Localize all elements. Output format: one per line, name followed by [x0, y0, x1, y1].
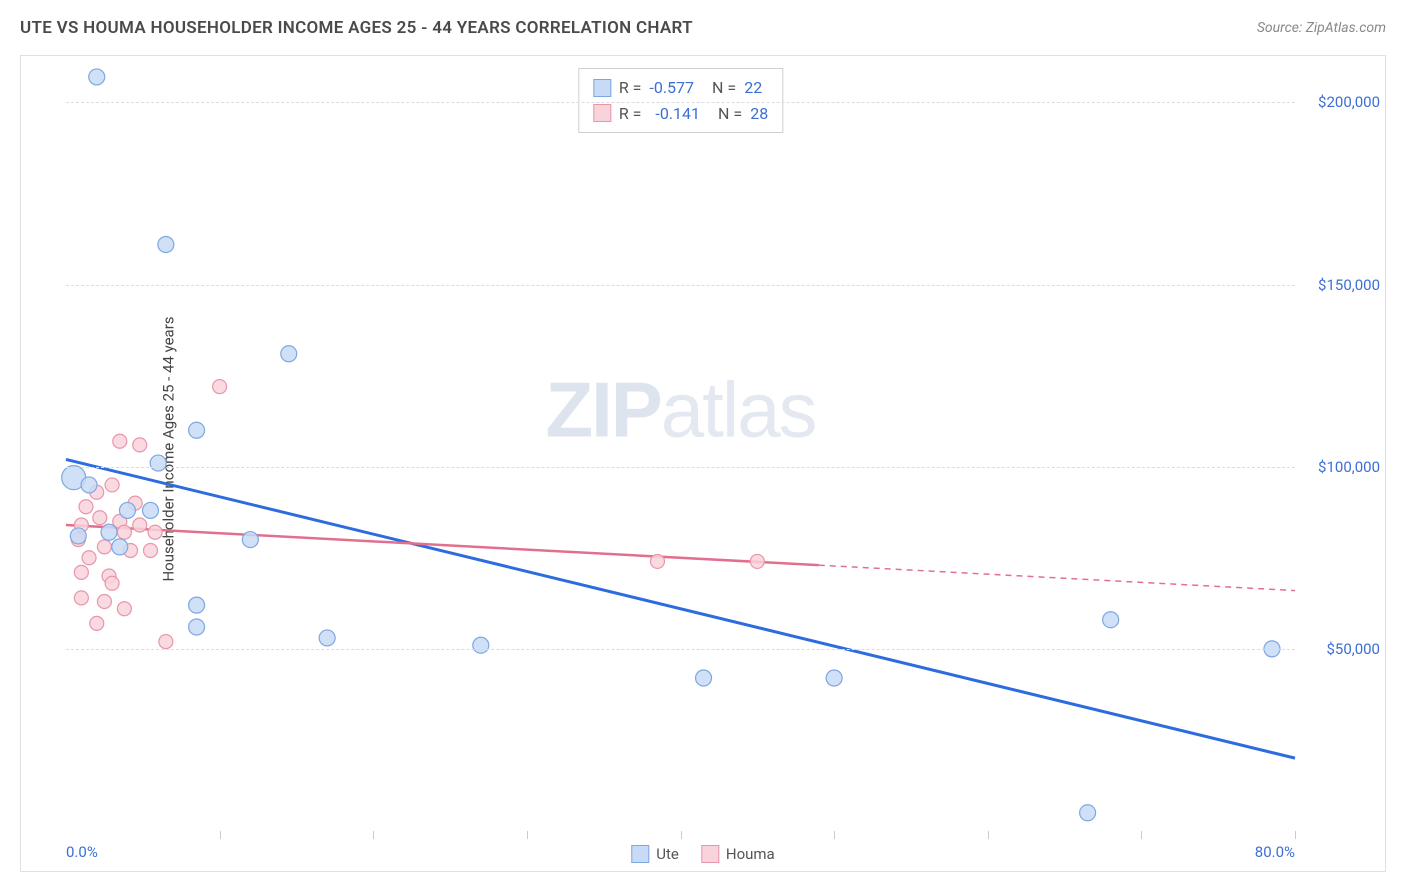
- houma-point: [117, 602, 131, 616]
- x-axis-max-label: 80.0%: [1255, 843, 1295, 861]
- ute-swatch-bottom: [631, 845, 649, 863]
- x-tick: [527, 831, 528, 839]
- y-tick-label: $50,000: [1326, 640, 1380, 658]
- ute-point: [189, 619, 205, 635]
- houma-point: [82, 551, 96, 565]
- houma-point: [105, 478, 119, 492]
- houma-trendline: [66, 525, 819, 565]
- x-tick: [373, 831, 374, 839]
- houma-point: [113, 434, 127, 448]
- x-tick: [1141, 831, 1142, 839]
- x-axis-min-label: 0.0%: [66, 843, 98, 861]
- houma-point: [159, 635, 173, 649]
- y-tick-label: $200,000: [1318, 93, 1380, 111]
- houma-point: [79, 500, 93, 514]
- legend-r-label: R =: [619, 75, 642, 101]
- houma-point: [133, 438, 147, 452]
- gridline: [66, 285, 1295, 286]
- ute-r-value: -0.577: [649, 75, 694, 101]
- x-tick: [681, 831, 682, 839]
- houma-trendline-dashed: [819, 565, 1295, 590]
- y-tick-label: $150,000: [1318, 276, 1380, 294]
- houma-r-value: -0.141: [655, 101, 700, 127]
- x-tick: [834, 831, 835, 839]
- houma-point: [750, 554, 764, 568]
- plot-svg: [66, 66, 1295, 831]
- ute-point: [242, 532, 258, 548]
- houma-point: [105, 576, 119, 590]
- houma-point: [213, 380, 227, 394]
- gridline: [66, 649, 1295, 650]
- legend-r-label-2: R =: [619, 101, 642, 127]
- houma-point: [97, 595, 111, 609]
- houma-series-name: Houma: [726, 845, 775, 863]
- ute-point: [319, 630, 335, 646]
- ute-point: [81, 477, 97, 493]
- ute-point: [189, 422, 205, 438]
- plot-area: Householder Income Ages 25 - 44 years ZI…: [66, 66, 1295, 831]
- houma-point: [74, 565, 88, 579]
- y-tick-label: $100,000: [1318, 458, 1380, 476]
- houma-point: [93, 511, 107, 525]
- ute-swatch: [593, 79, 611, 97]
- houma-point: [97, 540, 111, 554]
- houma-point: [148, 525, 162, 539]
- gridline: [66, 102, 1295, 103]
- legend-item-ute: Ute: [631, 845, 679, 863]
- ute-point: [1080, 805, 1096, 821]
- correlation-legend: R = -0.577 N = 22 R = -0.141 N = 28: [578, 68, 783, 133]
- source-attribution: Source: ZipAtlas.com: [1257, 20, 1386, 36]
- ute-point: [158, 237, 174, 253]
- ute-point: [101, 524, 117, 540]
- houma-swatch-bottom: [701, 845, 719, 863]
- ute-point: [473, 637, 489, 653]
- ute-point: [142, 502, 158, 518]
- houma-point: [650, 554, 664, 568]
- ute-point: [189, 597, 205, 613]
- legend-n-label-2: N =: [718, 101, 742, 127]
- series-legend: Ute Houma: [631, 845, 774, 863]
- ute-point: [826, 670, 842, 686]
- x-tick: [220, 831, 221, 839]
- ute-point: [696, 670, 712, 686]
- houma-point: [90, 616, 104, 630]
- houma-point: [143, 544, 157, 558]
- ute-point: [150, 455, 166, 471]
- gridline: [66, 467, 1295, 468]
- legend-row-ute: R = -0.577 N = 22: [593, 75, 768, 101]
- legend-row-houma: R = -0.141 N = 28: [593, 101, 768, 127]
- ute-point: [89, 69, 105, 85]
- houma-point: [133, 518, 147, 532]
- ute-point: [70, 528, 86, 544]
- x-tick: [988, 831, 989, 839]
- chart-title: UTE VS HOUMA HOUSEHOLDER INCOME AGES 25 …: [20, 18, 693, 38]
- ute-point: [119, 502, 135, 518]
- ute-n-value: 22: [744, 75, 762, 101]
- ute-trendline: [66, 459, 1295, 758]
- ute-series-name: Ute: [656, 845, 679, 863]
- legend-n-label: N =: [712, 75, 736, 101]
- ute-point: [1103, 612, 1119, 628]
- x-tick: [1295, 831, 1296, 839]
- chart-frame: Householder Income Ages 25 - 44 years ZI…: [20, 55, 1386, 872]
- legend-item-houma: Houma: [701, 845, 775, 863]
- ute-point: [112, 539, 128, 555]
- houma-n-value: 28: [750, 101, 768, 127]
- houma-point: [74, 591, 88, 605]
- ute-point: [281, 346, 297, 362]
- houma-point: [117, 525, 131, 539]
- houma-swatch: [593, 104, 611, 122]
